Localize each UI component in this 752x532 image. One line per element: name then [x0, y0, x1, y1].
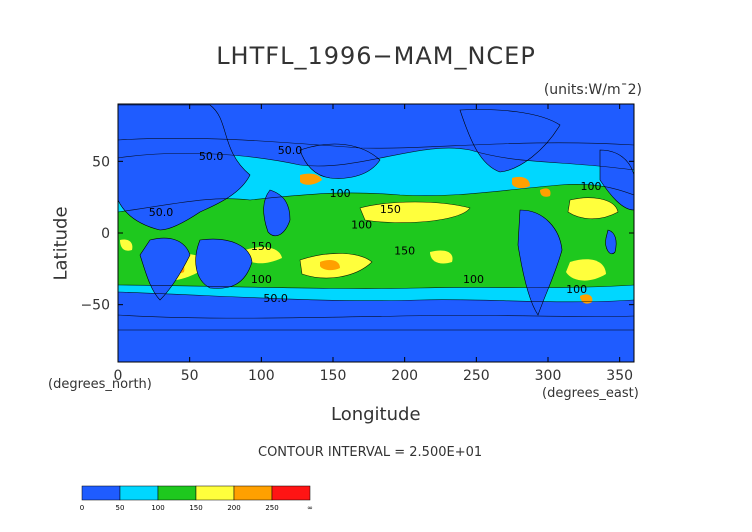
contour-labels: 50.0 50.0 50.0 100 150 100 150 100 50.0 150 100 100… [149, 144, 602, 305]
colorbar-tick-label: 100 [151, 504, 164, 512]
plot-area [118, 104, 634, 362]
contour-interval: CONTOUR INTERVAL = 2.500E+01 [258, 445, 483, 460]
x-axis: 0 50 100 150 200 250 300 350 [114, 104, 633, 384]
contour-label: 50.0 [263, 292, 288, 305]
units-label: (units:W/m¯2) [543, 82, 642, 98]
x-tick-label: 350 [606, 368, 633, 384]
x-tick-label: 250 [463, 368, 490, 384]
y-axis-label: Latitude [50, 206, 72, 281]
contour-label: 100 [463, 273, 484, 286]
colorbar-segment [81, 485, 121, 501]
colorbar-tick-label: ∞ [307, 504, 313, 512]
y-tick-label: 0 [101, 226, 110, 242]
x-tick-label: 150 [320, 368, 347, 384]
y-axis: 50 0 −50 [80, 154, 634, 314]
contour-label: 150 [251, 240, 272, 253]
y-axis-sublabel: (degrees_north) [48, 377, 152, 392]
colorbar-tick-label: 150 [189, 504, 202, 512]
colorbar-tick-label: 250 [265, 504, 278, 512]
colorbar: 0 50 100 150 200 250 ∞ [80, 485, 313, 512]
colorbar-tick-label: 50 [116, 504, 125, 512]
colorbar-segment [195, 485, 235, 501]
colorbar-segment [119, 485, 159, 501]
contour-label: 100 [566, 283, 587, 296]
x-axis-label: Longitude [331, 404, 421, 425]
y-tick-label: 50 [92, 154, 110, 170]
x-tick-label: 200 [391, 368, 418, 384]
chart-title: LHTFL_1996−MAM_NCEP [216, 42, 536, 70]
x-tick-label: 300 [535, 368, 562, 384]
contour-label: 100 [581, 180, 602, 193]
colorbar-tick-label: 200 [227, 504, 240, 512]
x-tick-label: 100 [248, 368, 275, 384]
colorbar-tick-label: 0 [80, 504, 84, 512]
x-axis-sublabel: (degrees_east) [542, 386, 639, 401]
contour-label: 50.0 [199, 150, 224, 163]
contour-label: 100 [351, 219, 372, 232]
x-tick-label: 50 [181, 368, 199, 384]
contour-label: 150 [380, 203, 401, 216]
colorbar-segment [233, 485, 273, 501]
x-tick-label: 0 [114, 368, 123, 384]
contour-label: 100 [330, 187, 351, 200]
contour-label: 100 [251, 273, 272, 286]
contour-label: 50.0 [278, 144, 303, 157]
colorbar-segment [271, 485, 311, 501]
contour-label: 150 [394, 245, 415, 258]
y-tick-label: −50 [80, 298, 110, 314]
colorbar-segment [157, 485, 197, 501]
contour-label: 50.0 [149, 206, 174, 219]
